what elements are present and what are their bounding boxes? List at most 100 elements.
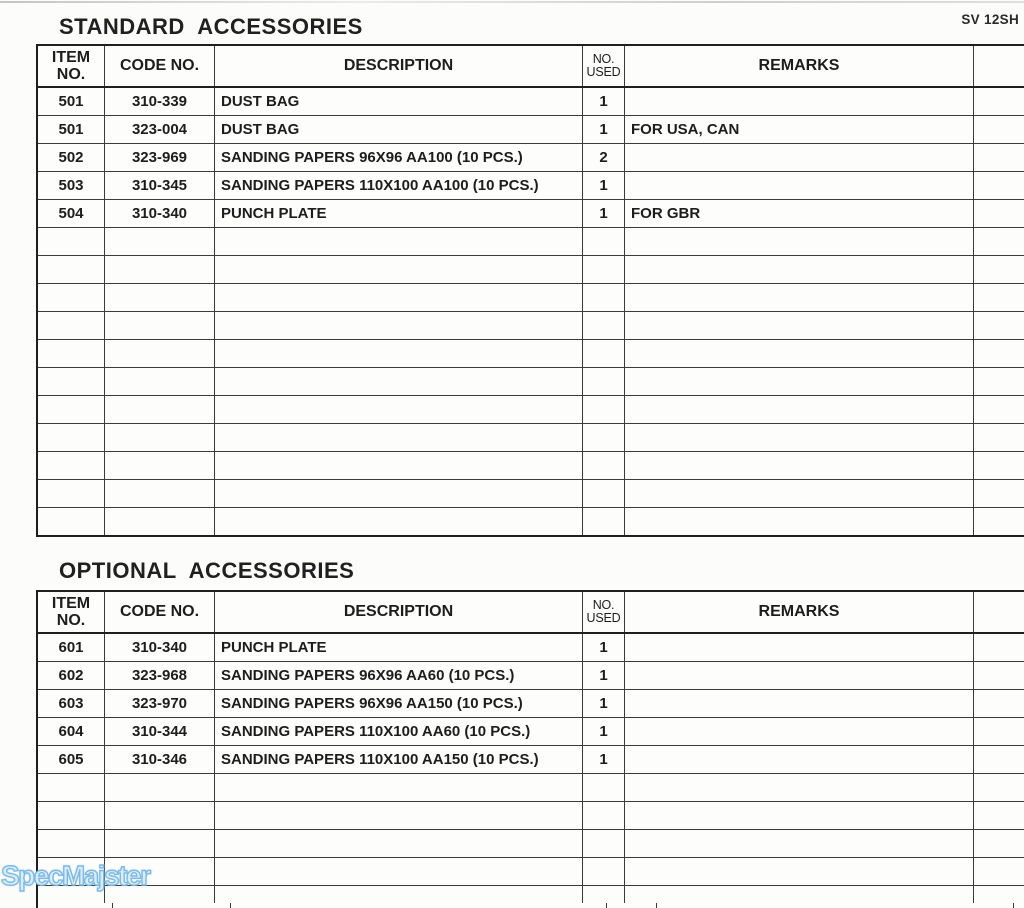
cell-code (104, 773, 215, 802)
optional-accessories-table-wrap: ITEM NO. CODE NO. DESCRIPTION NO. USED REMAR… (36, 590, 1024, 908)
cell-description (214, 311, 583, 340)
cell-remarks (624, 507, 974, 537)
table-row: 603 323-970 SANDING PAPERS 96X96 AA150 (10… (36, 689, 1024, 718)
cell-description (214, 423, 583, 452)
empty-row (36, 367, 1024, 396)
cell-description (214, 829, 583, 858)
cell-used (582, 423, 625, 452)
cell-remarks (624, 227, 974, 256)
cell-extra (973, 283, 1024, 312)
cell-code: 310-340 (104, 199, 215, 228)
cell-extra (973, 479, 1024, 508)
empty-row (36, 479, 1024, 508)
cell-remarks (624, 829, 974, 858)
cell-extra (973, 801, 1024, 830)
standard-accessories-title: STANDARD ACCESSORIES (59, 14, 363, 39)
cell-description (214, 857, 583, 886)
cell-item: 502 (36, 143, 105, 172)
column-header-remarks: REMARKS (624, 44, 974, 88)
cell-extra (973, 451, 1024, 480)
cell-item (36, 801, 105, 830)
empty-row (36, 227, 1024, 256)
cell-extra (973, 367, 1024, 396)
cell-item: 605 (36, 745, 105, 774)
specmajster-watermark: SpecMajster (0, 859, 151, 891)
cell-extra (973, 339, 1024, 368)
clipped-bottom-row (36, 903, 1024, 908)
empty-row (36, 857, 1024, 886)
cell-used (582, 255, 625, 284)
cell-description (214, 395, 583, 424)
column-header-description: DESCRIPTION (214, 44, 583, 88)
cell-used: 1 (582, 199, 625, 228)
cell-used: 1 (582, 661, 625, 690)
optional-accessories-title: OPTIONAL ACCESSORIES (59, 558, 355, 583)
cell-item (36, 367, 105, 396)
table-row: 503 310-345 SANDING PAPERS 110X100 AA100 (… (36, 171, 1024, 200)
column-header-item: ITEM NO. (36, 44, 105, 88)
cell-remarks (624, 773, 974, 802)
standard-accessories-table-wrap: ITEM NO. CODE NO. DESCRIPTION NO. USED REMAR… (36, 44, 1024, 537)
cell-used (582, 311, 625, 340)
cell-code (104, 255, 215, 284)
table-row: 601 310-340 PUNCH PLATE 1 (36, 632, 1024, 662)
cell-remarks (624, 717, 974, 746)
cell-item: 604 (36, 717, 105, 746)
cell-extra (973, 632, 1024, 662)
cell-extra (973, 717, 1024, 746)
cell-remarks (624, 632, 974, 662)
cell-code (104, 367, 215, 396)
cell-description: SANDING PAPERS 96X96 AA150 (10 PCS.) (214, 689, 583, 718)
cell-code (104, 507, 215, 537)
cell-description: SANDING PAPERS 110X100 AA150 (10 PCS.) (214, 745, 583, 774)
cell-description (214, 479, 583, 508)
cell-description (214, 283, 583, 312)
cell-extra (973, 115, 1024, 144)
scan-edge-artifact (0, 1, 1024, 3)
cell-description (214, 255, 583, 284)
cell-extra (973, 661, 1024, 690)
cell-extra (973, 86, 1024, 116)
cell-description (214, 773, 583, 802)
column-header-description: DESCRIPTION (214, 590, 583, 634)
cell-code (104, 423, 215, 452)
cell-item (36, 479, 105, 508)
column-header-extra (973, 590, 1024, 634)
cell-remarks (624, 423, 974, 452)
cell-used (582, 451, 625, 480)
cell-remarks (624, 311, 974, 340)
header-row: ITEM NO. CODE NO. DESCRIPTION NO. USED REMAR… (36, 590, 1024, 634)
cell-extra (973, 857, 1024, 886)
column-header-item: ITEM NO. (36, 590, 105, 634)
cell-extra (973, 885, 1024, 908)
cell-extra (973, 395, 1024, 424)
cell-remarks (624, 689, 974, 718)
cell-remarks (624, 367, 974, 396)
empty-row (36, 311, 1024, 340)
empty-row (36, 255, 1024, 284)
cell-remarks (624, 479, 974, 508)
cell-used (582, 773, 625, 802)
cell-extra (973, 199, 1024, 228)
header-row: ITEM NO. CODE NO. DESCRIPTION NO. USED REMAR… (36, 44, 1024, 88)
column-header-used: NO. USED (582, 590, 625, 634)
cell-code: 323-004 (104, 115, 215, 144)
cell-remarks (624, 86, 974, 116)
cell-code (104, 311, 215, 340)
cell-used (582, 395, 625, 424)
cell-description (214, 367, 583, 396)
cell-item: 603 (36, 689, 105, 718)
empty-row (36, 423, 1024, 452)
cell-item: 601 (36, 632, 105, 662)
cell-extra (973, 773, 1024, 802)
cell-extra (973, 227, 1024, 256)
cell-used (582, 339, 625, 368)
cell-used: 1 (582, 717, 625, 746)
cell-code (104, 339, 215, 368)
cell-item (36, 507, 105, 537)
cell-description (214, 507, 583, 537)
